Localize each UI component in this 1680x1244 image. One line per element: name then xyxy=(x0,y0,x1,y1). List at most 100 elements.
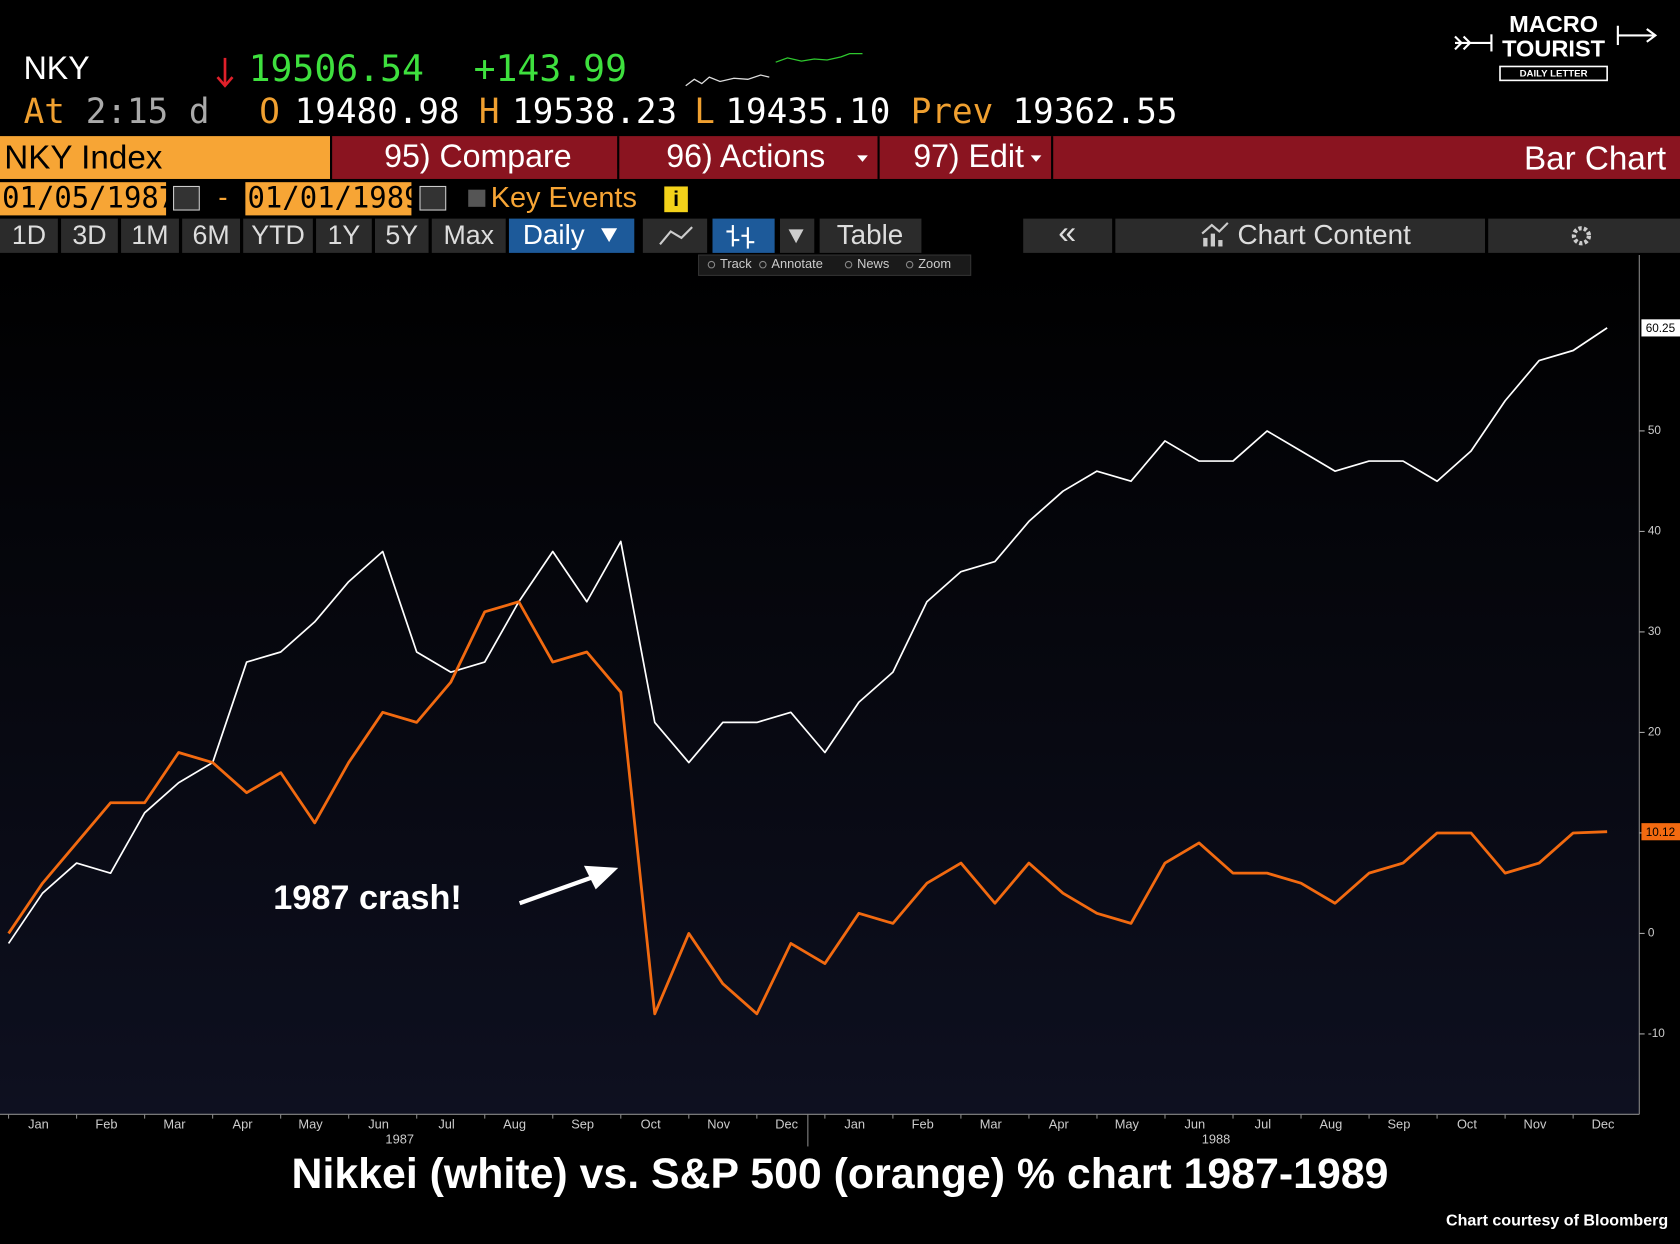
period-tab-label[interactable]: Max xyxy=(443,220,494,250)
period-tab[interactable] xyxy=(316,218,372,253)
edit-caret xyxy=(1030,155,1042,162)
period-tab[interactable] xyxy=(431,218,506,253)
chart-tool[interactable]: Annotate xyxy=(771,256,822,271)
y-tick-label: 20 xyxy=(1648,726,1662,739)
period-tab-label[interactable]: 1Y xyxy=(328,220,361,250)
x-tick-label: Apr xyxy=(1049,1116,1070,1131)
x-tick-label: Jun xyxy=(1184,1116,1205,1131)
chart-tool[interactable]: Zoom xyxy=(918,256,951,271)
x-tick-label: Oct xyxy=(1457,1116,1477,1131)
frequency-caret xyxy=(601,228,618,243)
x-tick-label: Mar xyxy=(980,1116,1003,1131)
ticker: NKY xyxy=(24,50,90,86)
sparkline-am xyxy=(685,74,770,87)
open-label: O xyxy=(259,92,280,132)
period-tab-label[interactable]: 5Y xyxy=(385,220,418,250)
actions-caret xyxy=(857,155,868,162)
time-label: At xyxy=(24,92,65,132)
chart-tool[interactable]: News xyxy=(857,256,889,271)
period-tab-label[interactable]: 6M xyxy=(192,220,229,250)
end-date[interactable]: 01/01/1989 xyxy=(247,180,421,214)
logo-line3: DAILY LETTER xyxy=(1520,69,1588,80)
x-tick-label: Nov xyxy=(707,1116,730,1131)
settings-icon[interactable] xyxy=(1571,226,1592,246)
down-arrow xyxy=(216,57,234,88)
period-tab-label[interactable]: 3D xyxy=(72,220,106,250)
x-tick-label: May xyxy=(298,1116,323,1131)
x-tick-label: Aug xyxy=(1319,1116,1342,1131)
table[interactable]: Table xyxy=(837,219,904,250)
x-tick-label: Dec xyxy=(775,1116,798,1131)
year-label: 1987 xyxy=(385,1131,414,1146)
info-box[interactable] xyxy=(664,186,688,213)
start-date[interactable]: 01/05/1987 xyxy=(2,180,176,214)
actions-button[interactable]: 96) Actions xyxy=(666,138,825,174)
calendar-icon[interactable] xyxy=(419,185,447,211)
period-tab[interactable] xyxy=(61,218,118,253)
period-tab-label[interactable]: 1D xyxy=(12,220,46,250)
series-line xyxy=(7,600,1608,1016)
collapse[interactable]: « xyxy=(1058,214,1076,250)
period-tab-label[interactable]: YTD xyxy=(251,220,305,250)
x-tick-label: Jan xyxy=(844,1116,865,1131)
key-events-checkbox[interactable] xyxy=(468,189,486,207)
period-tab[interactable] xyxy=(182,218,240,253)
security[interactable]: NKY Index xyxy=(4,139,163,176)
prev: 19362.55 xyxy=(1012,92,1177,132)
chart-content-icon xyxy=(1203,233,1223,247)
last-value-tag xyxy=(1641,319,1680,337)
chart-tool[interactable]: Track xyxy=(720,256,752,271)
last-price: 19506.54 xyxy=(249,47,424,90)
tool-icon xyxy=(759,260,767,269)
x-tick-label: Apr xyxy=(233,1116,254,1131)
prev-label: Prev xyxy=(911,92,994,132)
menu-bar xyxy=(332,136,1680,179)
y-tick-label: 40 xyxy=(1648,525,1662,538)
period-tab[interactable] xyxy=(0,218,58,253)
period-tab-label[interactable]: 1M xyxy=(131,220,168,250)
line-chart-icon xyxy=(659,226,693,246)
x-tick-label: Dec xyxy=(1592,1116,1615,1131)
last-value-label: 10.12 xyxy=(1646,826,1675,839)
x-tick-label: May xyxy=(1115,1116,1140,1131)
security-box[interactable] xyxy=(0,136,330,179)
date-separator: - xyxy=(218,182,227,213)
x-tick-label: Sep xyxy=(1387,1116,1410,1131)
key-events[interactable]: Key Events xyxy=(491,182,637,214)
x-tick-label: Jul xyxy=(1255,1116,1271,1131)
x-tick-label: Aug xyxy=(503,1116,526,1131)
x-tick-label: Jul xyxy=(438,1116,454,1131)
compare-button[interactable]: 95) Compare xyxy=(384,138,571,174)
open: 19480.98 xyxy=(295,92,460,132)
chart-caption: Nikkei (white) vs. S&P 500 (orange) % ch… xyxy=(292,1150,1389,1198)
high: 19538.23 xyxy=(512,92,677,132)
edit-button[interactable]: 97) Edit xyxy=(913,138,1024,174)
frequency[interactable]: Daily xyxy=(523,219,585,250)
period-tab[interactable] xyxy=(121,218,179,253)
period-tab[interactable] xyxy=(243,218,313,253)
table-tab[interactable] xyxy=(819,218,922,253)
chart-content-tab[interactable] xyxy=(1115,218,1485,253)
x-tick-label: Jan xyxy=(28,1116,49,1131)
settings-tab[interactable] xyxy=(1488,218,1680,253)
start-date-box[interactable] xyxy=(0,182,167,216)
logo: MACRO TOURIST DAILY LETTER xyxy=(1454,11,1658,82)
plot-area xyxy=(0,255,1640,1115)
dropdown-caret xyxy=(788,229,804,244)
bar-chart-icon xyxy=(726,225,755,249)
chart-tools-bar xyxy=(698,254,972,276)
frequency-tab[interactable] xyxy=(508,218,635,253)
series-line xyxy=(7,327,1608,944)
chart-content-line xyxy=(1201,222,1229,235)
info-icon[interactable]: i xyxy=(673,187,679,211)
calendar-icon[interactable] xyxy=(173,185,200,211)
line-chart-button[interactable] xyxy=(642,218,708,253)
net-change: +143.99 xyxy=(474,47,627,90)
collapse-tab[interactable] xyxy=(1023,218,1113,253)
period-tab[interactable] xyxy=(375,218,429,253)
y-tick-label: 0 xyxy=(1648,927,1655,940)
chart-content[interactable]: Chart Content xyxy=(1238,219,1412,250)
end-date-box[interactable] xyxy=(245,182,412,216)
last-value-label: 60.25 xyxy=(1646,322,1676,335)
